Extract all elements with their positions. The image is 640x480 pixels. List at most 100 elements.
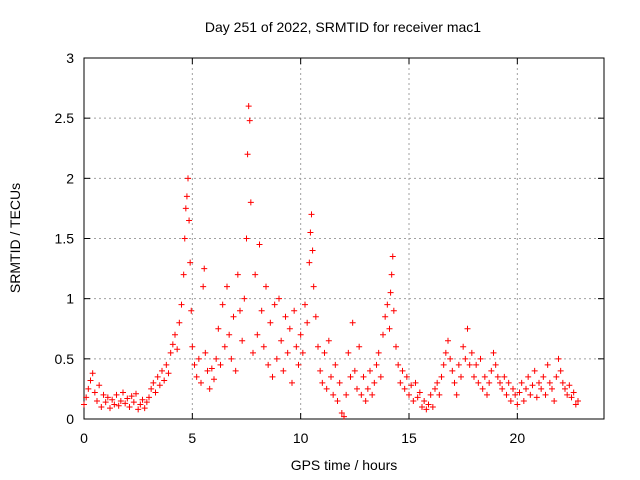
data-point [429,403,436,410]
data-point [89,370,96,377]
data-point [98,403,105,410]
data-point [520,397,527,404]
data-point [244,151,251,158]
data-point [150,379,157,386]
data-point [393,343,399,350]
data-point [182,205,189,212]
data-point [546,379,553,386]
grid-lines [84,58,604,419]
y-tick-label: 1 [66,291,74,307]
data-point [169,341,176,348]
data-point [230,313,237,320]
data-point [293,343,300,350]
data-point [445,337,451,344]
data-point [96,382,103,389]
data-point [124,395,131,402]
data-point [540,373,547,380]
data-point [356,343,363,350]
data-point [213,355,220,362]
data-point [278,337,285,344]
data-point [525,373,532,380]
data-point [562,385,568,392]
data-point [477,355,484,362]
data-point [416,389,423,396]
data-point [464,325,471,332]
data-point [347,373,354,380]
data-point [460,343,467,350]
data-point [462,355,469,362]
data-point [351,367,358,374]
data-point [310,283,317,290]
data-point [122,400,129,407]
data-point [109,396,116,403]
data-point [198,379,204,386]
data-point [126,403,133,410]
data-point [304,319,311,326]
data-point [141,405,148,412]
data-point [113,391,120,398]
data-point [94,397,100,404]
data-point [85,385,92,392]
data-point [265,361,272,368]
data-point [276,295,282,302]
data-point [193,373,200,380]
data-point [373,361,380,368]
data-point [323,385,330,392]
data-point [239,337,246,344]
data-point [384,301,391,308]
data-point [87,377,94,384]
data-point [371,379,378,386]
data-point [204,367,211,374]
data-point [306,259,313,266]
data-point [438,373,445,380]
data-point [183,193,190,200]
y-tick-label: 1.5 [55,231,75,247]
data-point [451,379,458,386]
data-point [401,385,408,392]
data-point [369,391,376,398]
y-tick-label: 0.5 [55,351,75,367]
data-point [479,385,486,392]
data-point [189,343,196,350]
data-point [564,391,571,398]
data-point [336,379,343,386]
data-point [115,402,122,409]
data-point [128,393,135,400]
data-point [542,391,549,398]
data-point [390,307,397,314]
data-point [176,319,183,326]
data-point [104,394,111,401]
data-point [332,361,339,368]
data-point [271,301,278,308]
data-point [299,349,306,356]
data-point [221,343,228,350]
data-point [549,385,555,392]
data-point [317,367,324,374]
data-point [111,401,118,408]
data-point [215,325,222,332]
data-point [434,379,441,386]
data-point [217,361,224,368]
data-point [364,385,371,392]
data-point [180,271,187,278]
data-point [442,349,449,356]
data-point [419,403,425,410]
data-point [312,313,319,320]
data-point [137,401,144,408]
data-point [273,355,280,362]
data-point [186,217,193,224]
data-point [458,373,464,380]
data-point [135,406,142,413]
x-tick-label: 10 [293,430,309,446]
data-point [139,396,146,403]
data-point [241,295,248,302]
data-point [325,337,332,344]
data-point [427,391,434,398]
data-point [481,373,488,380]
data-point [256,241,263,248]
data-point [232,367,239,374]
data-point [466,361,473,368]
data-point [499,385,506,392]
data-point [436,391,443,398]
data-point [403,373,410,380]
